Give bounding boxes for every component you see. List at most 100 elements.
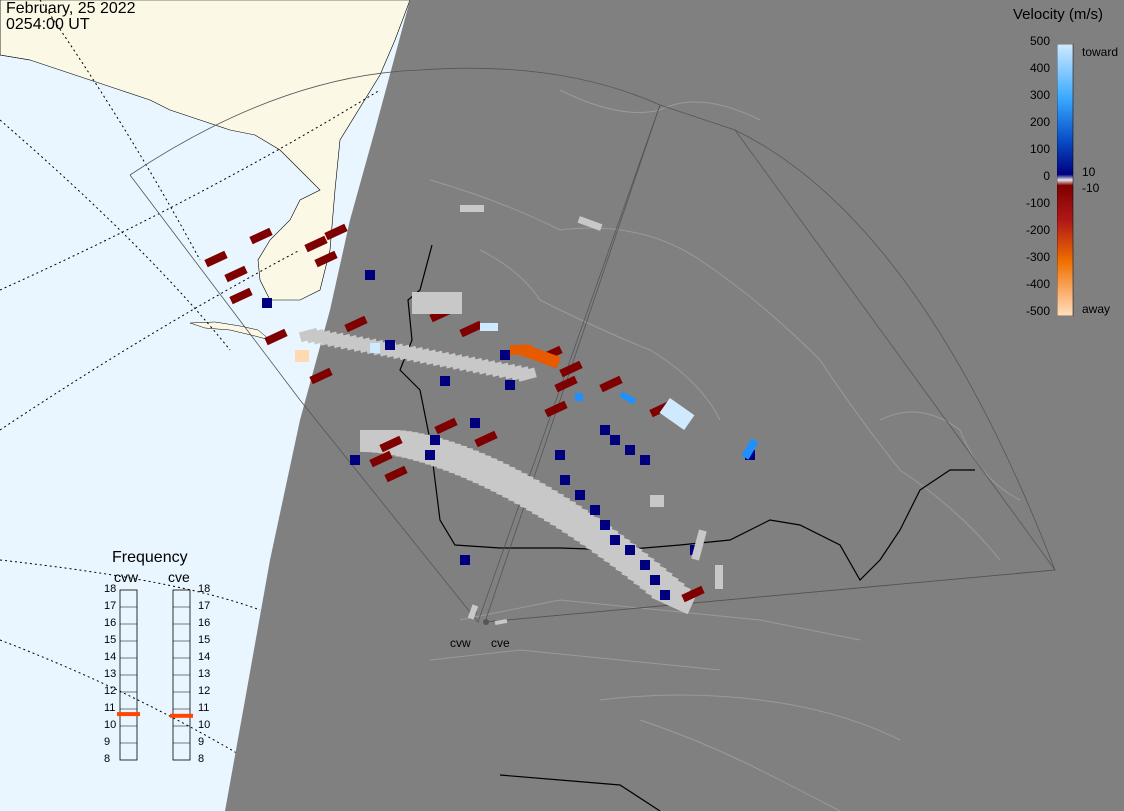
- echo-cell: [599, 375, 623, 393]
- echo-cell: [295, 350, 309, 362]
- echo-cell: [681, 585, 705, 603]
- frequency-scale-label-left: 9: [104, 736, 111, 748]
- echo-cell: [600, 520, 610, 530]
- echo-cell: [379, 435, 403, 453]
- echo-cell: [650, 495, 664, 507]
- frequency-marker-cvw: [117, 712, 140, 717]
- echo-cell: [500, 350, 510, 360]
- echo-cell: [480, 323, 498, 331]
- echo-cell: [659, 398, 695, 430]
- echo-cell: [474, 430, 498, 448]
- echo-cell: [559, 360, 583, 378]
- echo-cell: [640, 455, 650, 465]
- frequency-scale-label-left: 14: [104, 651, 117, 663]
- frequency-columns: [117, 589, 193, 761]
- radar-fov: [129, 67, 1056, 623]
- border-line-south: [499, 774, 661, 811]
- echo-cell: [324, 223, 348, 241]
- echo-cell: [554, 375, 578, 393]
- echo-cell: [249, 227, 273, 245]
- echo-cell: [590, 505, 600, 515]
- echo-cell: [519, 343, 561, 369]
- velocity-tick-label: 100: [1029, 142, 1050, 156]
- echo-cell: [470, 418, 480, 428]
- site-label-cve: cve: [491, 636, 510, 650]
- day-grid: [0, 0, 381, 756]
- site-label-cvw: cvw: [450, 636, 471, 650]
- neg-threshold-label: -10: [1082, 181, 1100, 195]
- velocity-colorbar: [1057, 44, 1074, 316]
- echo-cell: [575, 393, 583, 401]
- echo-cell: [309, 367, 333, 385]
- frequency-scale-label-left: 11: [104, 702, 116, 714]
- echo-cell: [460, 205, 484, 212]
- frequency-title: Frequency: [112, 549, 188, 566]
- echo-cell: [385, 340, 395, 350]
- time-label: 0254:00 UT: [6, 16, 90, 33]
- echo-cell: [741, 438, 759, 460]
- frequency-scale-label-left: 13: [104, 668, 117, 680]
- echo-cell: [262, 298, 272, 308]
- echo-cell: [560, 475, 570, 485]
- echo-cell: [600, 425, 610, 435]
- echo-cell: [460, 555, 470, 565]
- echo-cell: [459, 320, 483, 338]
- alaska-land: [0, 0, 411, 301]
- frequency-scale-label-right: 17: [198, 600, 211, 612]
- echo-cell: [350, 455, 360, 465]
- scatter-echoes: [204, 205, 759, 626]
- echo-cell: [430, 435, 440, 445]
- frequency-scale-label-left: 16: [104, 617, 117, 629]
- echo-cell: [370, 343, 380, 353]
- echo-cell: [365, 270, 375, 280]
- echo-cell: [516, 367, 537, 382]
- radar-code-cve: cve: [168, 569, 190, 585]
- frequency-scale-label-right: 10: [198, 719, 211, 731]
- radar-code-cvw: cvw: [114, 569, 139, 585]
- echo-cell: [425, 450, 435, 460]
- velocity-tick-label: 400: [1029, 61, 1050, 75]
- frequency-scale-label-right: 18: [198, 583, 211, 595]
- echo-cell: [412, 292, 462, 314]
- echo-cell: [204, 250, 228, 268]
- velocity-tick-label: 500: [1029, 34, 1050, 48]
- echo-cell: [640, 560, 650, 570]
- radar-site-cve: [483, 619, 489, 625]
- velocity-tick-label: 0: [1043, 169, 1050, 183]
- echo-cell: [384, 465, 408, 483]
- frequency-scale-label-right: 14: [198, 651, 211, 663]
- echo-cell: [610, 535, 620, 545]
- velocity-legend-title: Velocity (m/s): [1013, 6, 1104, 23]
- velocity-tick-label: 200: [1029, 115, 1050, 129]
- date-label: February, 25 2022: [6, 0, 136, 17]
- velocity-tick-label: -200: [1025, 223, 1050, 237]
- echo-cell: [505, 380, 515, 390]
- frequency-scale-label-right: 16: [198, 617, 211, 629]
- echo-cell: [555, 450, 565, 460]
- frequency-scale-label-left: 10: [104, 719, 117, 731]
- velocity-tick-label: -500: [1025, 304, 1050, 318]
- echo-cell: [369, 450, 393, 468]
- frequency-scale-label-left: 17: [104, 600, 117, 612]
- frequency-scale-label-left: 18: [104, 583, 117, 595]
- echo-cell: [224, 265, 248, 283]
- frequency-scale-label-left: 8: [104, 753, 111, 765]
- echo-cell: [715, 565, 723, 589]
- frequency-marker-cve: [170, 713, 193, 718]
- echo-cell: [264, 328, 288, 346]
- echo-cell: [434, 417, 458, 435]
- echo-cell: [610, 435, 620, 445]
- echo-cell: [625, 545, 635, 555]
- toward-label: toward: [1082, 45, 1119, 59]
- echo-cell: [650, 575, 660, 585]
- echo-cell: [625, 445, 635, 455]
- echo-cell: [544, 400, 568, 418]
- frequency-scale-label-left: 15: [104, 634, 117, 646]
- echo-cell: [494, 618, 508, 626]
- echo-cell: [467, 604, 479, 620]
- echo-cell: [229, 287, 253, 305]
- echo-cell: [344, 315, 368, 333]
- echo-cell: [440, 376, 450, 386]
